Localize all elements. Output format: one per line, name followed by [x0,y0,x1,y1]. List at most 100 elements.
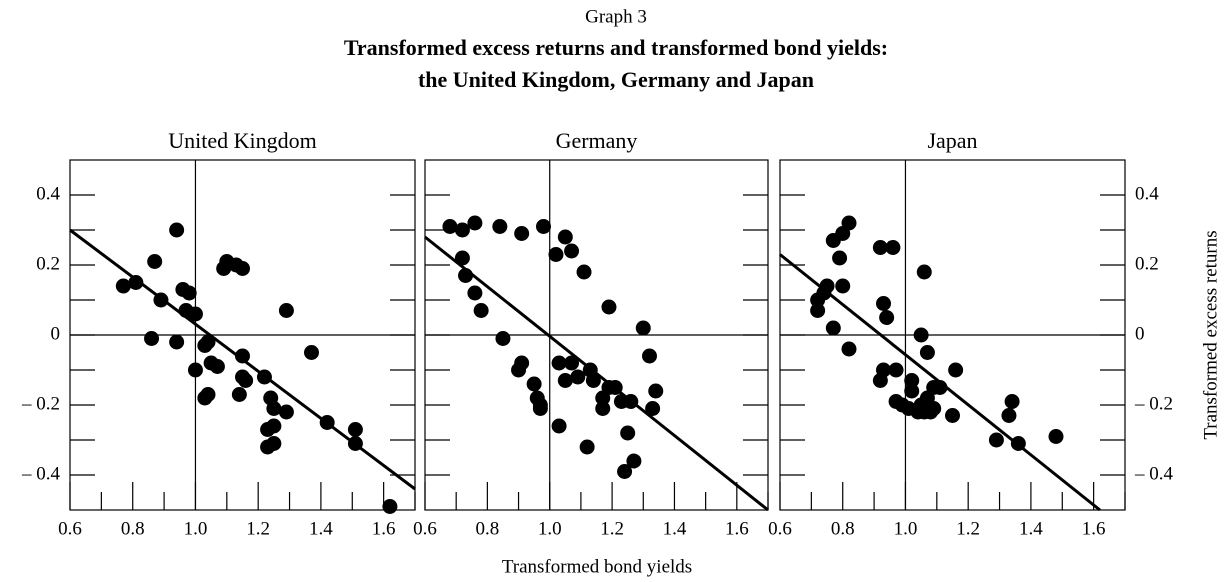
scatter-point [626,453,642,469]
scatter-point [1004,394,1020,409]
scatter-point [904,383,920,399]
scatter-point [642,348,658,364]
scatter-point [278,404,294,420]
chart-title: the United Kingdom, Germany and Japan [418,67,814,92]
scatter-point [579,439,595,455]
scatter-point [382,499,398,514]
scatter-point [885,240,901,255]
scatter-point [526,376,542,392]
scatter-point [454,250,470,266]
x-tick-label: 0.8 [831,518,855,539]
scatter-point [879,310,895,325]
scatter-point [576,264,592,280]
scatter-point [266,418,282,434]
fit-line [69,228,416,491]
x-tick-label: 1.0 [538,518,562,539]
x-tick-label: 1.6 [1082,518,1106,539]
scatter-point [454,222,470,238]
scatter-point [926,401,942,416]
y-tick-label: – 0.2 [1134,393,1173,414]
scatter-point [278,303,294,318]
y-tick-label: 0.2 [36,253,60,274]
scatter-point [495,331,511,346]
chart-title: Transformed excess returns and transform… [344,35,888,60]
scatter-point [904,373,920,388]
scatter-point [514,355,530,371]
scatter-point [492,219,508,234]
scatter-point [467,215,483,231]
scatter-point [557,373,573,388]
graph-label: Graph 3 [585,6,647,27]
scatter-point [841,341,857,357]
scatter-point [876,362,891,378]
x-tick-label: 1.4 [663,518,687,539]
scatter-point [169,334,185,350]
scatter-point [919,345,935,360]
panel-title: Japan [927,128,977,153]
scatter-point [810,303,826,318]
y-tick-label: – 0.4 [21,463,61,484]
x-tick-label: 0.6 [413,518,437,539]
scatter-point [238,373,254,388]
scatter-point [913,327,929,343]
scatter-point [645,401,661,416]
scatter-point [235,348,250,364]
scatter-point [557,229,573,245]
y-tick-label: 0.4 [36,183,60,204]
scatter-point [115,278,131,294]
panel-title: Germany [556,128,638,153]
panel-title: United Kingdom [168,128,317,153]
scatter-point [617,464,633,479]
scatter-point [948,362,964,378]
scatter-point [235,261,250,276]
scatter-point [1048,429,1064,444]
x-tick-label: 1.2 [600,518,624,539]
scatter-point [620,425,636,441]
y-tick-label: – 0.4 [1134,463,1174,484]
scatter-point [832,250,848,266]
scatter-point [564,243,580,259]
scatter-point [128,275,144,290]
scatter-point [876,296,891,311]
scatter-point [187,306,203,322]
y-tick-label: 0 [51,323,61,344]
scatter-point [347,422,363,437]
scatter-point [988,432,1004,448]
scatter-point [1001,408,1017,423]
scatter-point [200,387,216,402]
scatter-point [181,285,197,301]
y-axis-label: Transformed excess returns [1200,230,1221,439]
y-tick-label: 0 [1135,323,1145,344]
scatter-point [304,345,319,360]
y-tick-label: 0.2 [1135,253,1159,274]
scatter-point [442,219,458,234]
x-tick-label: 1.0 [894,518,918,539]
scatter-point [888,362,904,378]
scatter-point [570,369,586,385]
scatter-point [169,222,185,238]
scatter-point [532,401,548,416]
scatter-point [473,303,489,318]
scatter-point [535,219,551,234]
x-tick-label: 0.6 [768,518,792,539]
scatter-point [187,362,203,378]
scatter-point [266,401,282,416]
x-tick-label: 1.2 [246,518,270,539]
scatter-point [835,278,851,294]
scatter-point [601,299,617,315]
scatter-point [825,320,841,336]
scatter-point [945,408,960,423]
scatter-point [231,387,247,402]
x-tick-label: 1.2 [956,518,980,539]
scatter-point [209,359,225,374]
scatter-point [564,355,580,371]
x-axis-label: Transformed bond yields [502,556,692,577]
scatter-point [551,355,567,371]
x-tick-label: 0.8 [475,518,499,539]
fit-line [779,253,1101,512]
scatter-point [635,320,651,336]
scatter-point [841,215,857,231]
y-tick-label: 0.4 [1135,183,1159,204]
scatter-point [595,401,611,416]
